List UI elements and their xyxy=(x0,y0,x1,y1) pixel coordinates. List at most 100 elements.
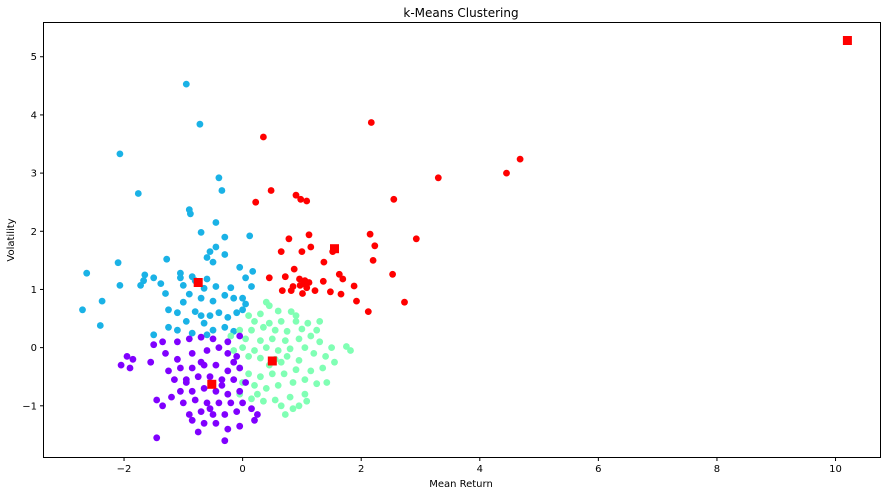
data-point-cluster-0 xyxy=(123,353,131,360)
data-point-cluster-1 xyxy=(209,297,217,305)
data-point-cluster-1 xyxy=(203,254,211,261)
x-tick-label: 0 xyxy=(239,464,245,475)
data-point-cluster-3 xyxy=(371,242,379,250)
scatter-points xyxy=(79,80,524,445)
y-tick-label: 2 xyxy=(31,227,37,238)
data-point-cluster-2 xyxy=(257,373,264,381)
data-point-cluster-1 xyxy=(242,300,250,308)
data-point-cluster-0 xyxy=(191,396,199,404)
data-point-cluster-3 xyxy=(296,275,303,283)
data-point-cluster-2 xyxy=(265,319,273,327)
y-tick-label: 3 xyxy=(31,169,37,180)
data-point-cluster-1 xyxy=(114,259,122,267)
x-tick-label: −2 xyxy=(117,464,132,475)
data-point-cluster-0 xyxy=(236,422,244,430)
data-point-cluster-2 xyxy=(286,393,294,401)
x-tick-label: 4 xyxy=(477,464,483,475)
data-point-cluster-0 xyxy=(194,373,202,381)
data-point-cluster-3 xyxy=(305,279,313,286)
data-point-cluster-2 xyxy=(274,307,282,315)
data-point-cluster-1 xyxy=(191,308,199,315)
data-point-cluster-1 xyxy=(233,309,241,317)
data-point-cluster-3 xyxy=(298,248,306,256)
data-point-cluster-0 xyxy=(236,332,244,340)
data-point-cluster-1 xyxy=(218,187,226,194)
data-point-cluster-1 xyxy=(246,232,254,240)
data-point-cluster-1 xyxy=(200,319,208,327)
data-point-cluster-1 xyxy=(174,326,181,334)
data-point-cluster-0 xyxy=(248,405,255,413)
data-point-cluster-2 xyxy=(236,326,244,334)
data-point-cluster-0 xyxy=(233,353,241,360)
data-point-cluster-3 xyxy=(297,195,305,203)
data-point-cluster-2 xyxy=(227,332,235,340)
data-point-cluster-0 xyxy=(182,379,190,386)
data-point-cluster-1 xyxy=(239,294,247,302)
data-point-cluster-2 xyxy=(283,353,291,360)
data-point-cluster-1 xyxy=(221,323,229,331)
data-point-cluster-1 xyxy=(79,306,86,314)
data-point-cluster-1 xyxy=(248,283,255,290)
data-point-cluster-2 xyxy=(230,347,238,354)
data-point-cluster-3 xyxy=(366,230,374,238)
data-point-cluster-0 xyxy=(185,411,193,418)
data-point-cluster-2 xyxy=(347,347,354,354)
data-point-cluster-3 xyxy=(285,235,293,243)
data-point-cluster-3 xyxy=(434,174,442,182)
data-point-cluster-0 xyxy=(224,425,232,433)
data-point-cluster-0 xyxy=(221,437,229,445)
data-point-cluster-0 xyxy=(129,355,137,363)
data-point-cluster-3 xyxy=(401,298,408,306)
data-point-cluster-2 xyxy=(301,344,309,351)
data-point-cluster-2 xyxy=(274,347,282,354)
data-point-cluster-3 xyxy=(287,287,295,294)
plot-frame xyxy=(43,22,881,458)
data-point-cluster-0 xyxy=(165,367,172,375)
data-point-cluster-0 xyxy=(233,408,241,415)
data-point-cluster-1 xyxy=(150,331,158,339)
data-point-cluster-2 xyxy=(268,335,276,343)
data-point-cluster-0 xyxy=(185,335,193,343)
data-point-cluster-2 xyxy=(303,397,311,405)
data-point-cluster-0 xyxy=(212,419,220,427)
data-point-cluster-0 xyxy=(188,364,196,372)
data-point-cluster-0 xyxy=(197,333,205,341)
data-point-cluster-2 xyxy=(313,380,321,388)
data-point-cluster-1 xyxy=(174,309,181,317)
data-point-cluster-2 xyxy=(257,337,264,344)
data-point-cluster-2 xyxy=(310,350,318,357)
data-point-cluster-1 xyxy=(209,258,217,266)
data-point-cluster-3 xyxy=(290,265,298,273)
x-tick-label: 6 xyxy=(595,464,601,475)
centroid-markers xyxy=(193,36,852,389)
data-point-cluster-3 xyxy=(389,270,396,278)
data-point-cluster-0 xyxy=(188,350,196,357)
data-point-cluster-2 xyxy=(292,318,300,325)
x-axis-ticks: −2 0 2 4 6 8 10 xyxy=(117,457,842,475)
data-point-cluster-0 xyxy=(174,355,181,363)
data-point-cluster-1 xyxy=(196,120,204,128)
data-point-cluster-1 xyxy=(116,150,124,158)
data-point-cluster-2 xyxy=(322,353,329,360)
data-point-cluster-0 xyxy=(230,376,238,383)
data-point-cluster-0 xyxy=(239,399,247,407)
data-point-cluster-3 xyxy=(319,277,327,285)
data-point-cluster-2 xyxy=(298,325,306,333)
data-point-cluster-0 xyxy=(197,408,205,415)
data-point-cluster-3 xyxy=(292,191,300,199)
data-point-cluster-1 xyxy=(182,318,190,325)
centroid-marker xyxy=(267,356,277,366)
data-point-cluster-1 xyxy=(179,298,187,306)
data-point-cluster-0 xyxy=(200,419,208,427)
data-point-cluster-2 xyxy=(304,319,312,327)
data-point-cluster-0 xyxy=(251,416,258,424)
data-point-cluster-3 xyxy=(353,297,360,305)
data-point-cluster-3 xyxy=(265,274,273,282)
data-point-cluster-0 xyxy=(159,402,167,410)
chart-title: k-Means Clustering xyxy=(403,6,518,20)
data-point-cluster-2 xyxy=(262,344,270,351)
data-point-cluster-2 xyxy=(295,402,303,410)
data-point-cluster-1 xyxy=(239,306,247,314)
data-point-cluster-2 xyxy=(245,370,253,378)
data-point-cluster-0 xyxy=(209,335,217,343)
